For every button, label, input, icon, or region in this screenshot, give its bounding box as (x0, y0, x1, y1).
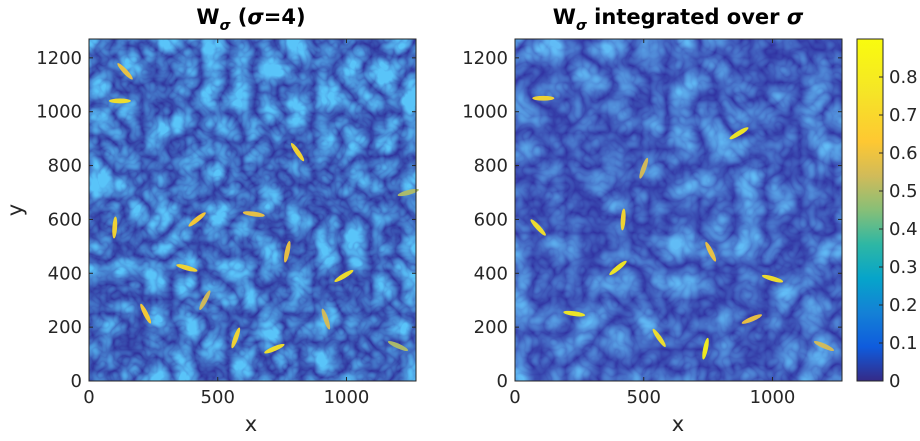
colorbar-ticks: 0 0.1 0.2 0.3 0.4 0.5 0.6 0.7 0.8 (879, 67, 918, 392)
y-tick-label: 400 (48, 263, 82, 284)
y-tick-label: 1200 (36, 48, 82, 69)
right-axes-box (514, 38, 843, 382)
bright-streak (264, 343, 285, 354)
colorbar-gradient (857, 39, 883, 381)
bright-streak (397, 188, 419, 197)
x-tick-label: 500 (201, 387, 235, 408)
bright-streak (321, 308, 331, 330)
y-tick-label: 1000 (462, 102, 508, 123)
colorbar-tick-label: 0.7 (889, 105, 918, 126)
bright-streak (741, 314, 763, 324)
y-tick-label: 1000 (36, 102, 82, 123)
y-tick-label: 1200 (462, 48, 508, 69)
x-tick-label: 1000 (750, 387, 796, 408)
bright-streak (387, 341, 409, 351)
y-tick-label: 200 (48, 317, 82, 338)
right-heatmap-texture (515, 39, 842, 381)
left-heatmap-texture (89, 39, 416, 381)
bright-streak (530, 219, 546, 236)
y-tick-label: 600 (474, 209, 508, 230)
x-tick-label: 0 (83, 387, 94, 408)
bright-streak (176, 264, 198, 272)
left-y-axis-label: y (3, 204, 27, 216)
bright-streak (639, 157, 649, 179)
bright-streak (620, 208, 626, 231)
y-tick-label: 800 (474, 156, 508, 177)
x-tick-label: 1000 (324, 387, 370, 408)
panel-right: Wσ integrated over σ 0 500 1000 0 200 400 600 8… (462, 5, 843, 436)
left-heatmap (89, 39, 419, 381)
y-tick-label: 200 (474, 317, 508, 338)
bright-streak (112, 216, 118, 239)
x-tick-label: 500 (627, 387, 661, 408)
bright-streak (705, 241, 717, 262)
y-tick-label: 0 (497, 371, 508, 392)
colorbar-tick-label: 0.2 (889, 295, 918, 316)
left-x-axis-label: x (245, 412, 257, 436)
colorbar-tick-label: 0.4 (889, 219, 918, 240)
bright-streak (140, 303, 152, 324)
colorbar-tick-label: 0.8 (889, 67, 918, 88)
bright-streak (609, 260, 627, 276)
bright-streak (563, 310, 586, 317)
left-heatmap-streaks (108, 63, 419, 354)
bright-streak (729, 127, 749, 140)
bright-streak (188, 212, 206, 227)
bright-streak (283, 240, 291, 263)
bright-streak (231, 327, 241, 349)
right-heatmap (515, 39, 842, 381)
left-panel-title: Wσ (σ=4) (196, 5, 305, 34)
colorbar-frame (856, 38, 884, 382)
right-panel-title: Wσ integrated over σ (553, 5, 804, 34)
bright-streak (242, 211, 265, 217)
left-axes-box (88, 38, 417, 382)
y-tick-label: 800 (48, 156, 82, 177)
bright-streak (334, 269, 354, 283)
panel-left: Wσ (σ=4) 0 500 1000 0 200 400 600 800 1000 1200 x… (3, 5, 419, 436)
bright-streak (108, 98, 131, 104)
bright-streak (652, 328, 666, 348)
colorbar-tick-label: 0.1 (889, 333, 918, 354)
right-x-axis-label: x (672, 412, 684, 436)
bright-streak (532, 95, 555, 101)
bright-streak (199, 290, 211, 310)
y-tick-label: 0 (71, 371, 82, 392)
bright-streak (813, 341, 835, 351)
colorbar: 0 0.1 0.2 0.3 0.4 0.5 0.6 0.7 0.8 (856, 38, 918, 392)
right-axes-ticks: 0 500 1000 0 200 400 600 800 1000 1200 (462, 39, 842, 408)
colorbar-tick-label: 0 (889, 371, 900, 392)
right-heatmap-streaks (530, 95, 835, 360)
colorbar-tick-label: 0.6 (889, 143, 918, 164)
colorbar-tick-label: 0.5 (889, 181, 918, 202)
bright-streak (290, 142, 305, 162)
y-tick-label: 600 (48, 209, 82, 230)
bright-streak (117, 63, 133, 80)
colorbar-tick-label: 0.3 (889, 257, 918, 278)
bright-streak (702, 337, 709, 360)
x-tick-label: 0 (509, 387, 520, 408)
bright-streak (761, 274, 784, 283)
left-axes-ticks: 0 500 1000 0 200 400 600 800 1000 1200 (36, 39, 416, 408)
y-tick-label: 400 (474, 263, 508, 284)
